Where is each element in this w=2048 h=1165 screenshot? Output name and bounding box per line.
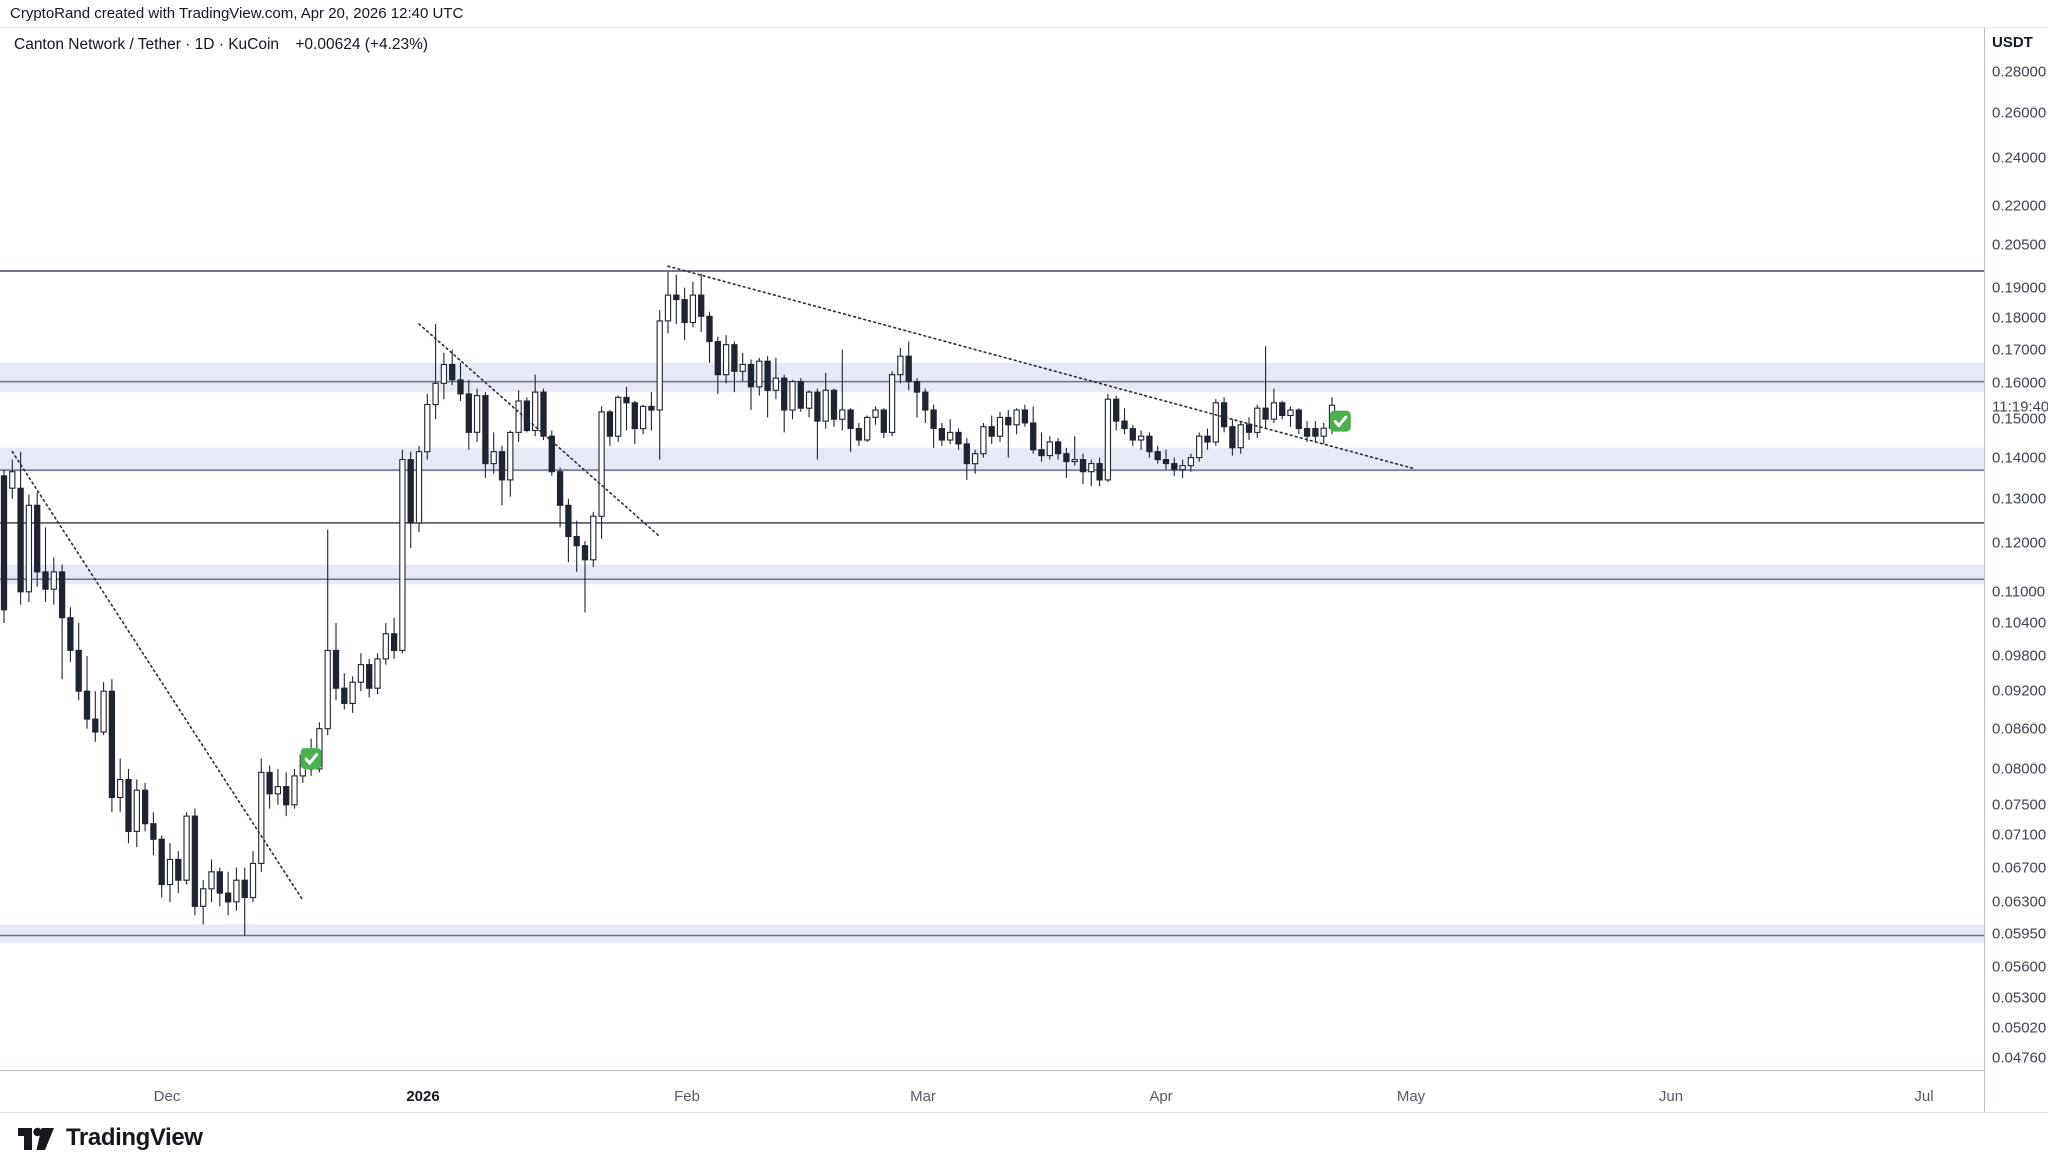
price-tick: 0.26000 bbox=[1992, 104, 2047, 122]
price-tick: 0.05300 bbox=[1992, 989, 2047, 1007]
time-tick-May: May bbox=[1396, 1088, 1426, 1105]
price-axis-separator bbox=[1984, 28, 1985, 1113]
time-axis[interactable]: Dec 2026 Feb Mar Apr May Jun Jul bbox=[0, 1071, 1984, 1112]
price-tick: 0.28000 bbox=[1992, 63, 2047, 81]
price-tick: 0.20500 bbox=[1992, 236, 2047, 254]
price-tick: 0.12000 bbox=[1992, 534, 2047, 552]
price-tick: 0.08000 bbox=[1992, 760, 2047, 778]
price-tick: 0.16000 bbox=[1992, 374, 2047, 392]
price-tick: 0.07100 bbox=[1992, 826, 2047, 844]
price-tick: 0.05600 bbox=[1992, 958, 2047, 976]
price-tick: 0.11000 bbox=[1992, 583, 2046, 601]
time-tick-Mar: Mar bbox=[910, 1088, 936, 1105]
tradingview-logo-icon bbox=[18, 1127, 54, 1150]
price-tick: 0.17000 bbox=[1992, 341, 2047, 359]
price-tick: 0.06300 bbox=[1992, 893, 2047, 911]
price-tick: 0.08600 bbox=[1992, 720, 2047, 738]
price-tick: 0.22000 bbox=[1992, 197, 2047, 215]
symbol-title: Canton Network / Tether · 1D · KuCoin bbox=[14, 36, 280, 53]
time-tick-Jun: Jun bbox=[1658, 1088, 1684, 1105]
candlestick-chart[interactable] bbox=[0, 28, 1984, 1070]
price-tick: 0.05020 bbox=[1992, 1019, 2047, 1037]
time-tick-Apr: Apr bbox=[1149, 1088, 1173, 1105]
time-tick-Feb: Feb bbox=[674, 1088, 700, 1105]
support-resistance-zones[interactable] bbox=[0, 362, 1984, 944]
price-tick: 0.06700 bbox=[1992, 859, 2047, 877]
price-tick: 0.07500 bbox=[1992, 796, 2047, 814]
time-tick-Dec: Dec bbox=[153, 1088, 181, 1105]
trendlines-layer[interactable] bbox=[11, 265, 1416, 901]
price-axis[interactable]: USDT 11:19:40 0.28000 0.26000 0.24000 0.220… bbox=[1985, 28, 2048, 1112]
time-tick-Jul: Jul bbox=[1914, 1088, 1934, 1105]
price-tick: 0.24000 bbox=[1992, 149, 2047, 167]
tradingview-logo: TradingView bbox=[16, 1122, 203, 1154]
price-tick: 0.09800 bbox=[1992, 647, 2047, 665]
price-tick: 0.13000 bbox=[1992, 490, 2047, 508]
horizontal-level-lines[interactable] bbox=[0, 270, 1984, 524]
attribution-bar: CryptoRand created with TradingView.com,… bbox=[0, 0, 2048, 28]
green-check-marker bbox=[1329, 410, 1351, 432]
symbol-change: +0.00624 (+4.23%) bbox=[295, 36, 429, 53]
price-tick: 0.19000 bbox=[1992, 279, 2047, 297]
time-axis-separator bbox=[0, 1070, 1984, 1071]
bar-countdown-label: 11:19:40 bbox=[1992, 398, 2048, 416]
price-tick: 0.05950 bbox=[1992, 925, 2047, 943]
currency-label: USDT bbox=[1992, 34, 2033, 51]
price-tick: 0.04760 bbox=[1992, 1049, 2047, 1067]
price-tick: 0.18000 bbox=[1992, 309, 2047, 327]
footer: TradingView bbox=[0, 1113, 2048, 1165]
price-tick: 0.14000 bbox=[1992, 449, 2047, 467]
symbol-legend[interactable]: Canton Network / Tether · 1D · KuCoin +0… bbox=[14, 36, 428, 54]
attribution-text: CryptoRand created with TradingView.com,… bbox=[10, 5, 464, 22]
time-tick-2026: 2026 bbox=[406, 1088, 440, 1105]
green-check-marker bbox=[300, 748, 322, 770]
price-tick: 0.15000 bbox=[1992, 410, 2047, 428]
tradingview-logo-text: TradingView bbox=[66, 1124, 203, 1151]
price-tick: 0.09200 bbox=[1992, 682, 2047, 700]
footer-separator bbox=[0, 1112, 2048, 1113]
price-tick: 0.10400 bbox=[1992, 614, 2047, 632]
